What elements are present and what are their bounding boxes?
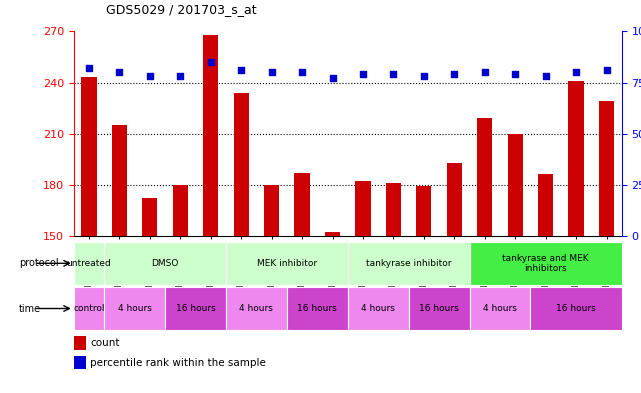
- Bar: [538, 174, 553, 236]
- Text: 4 hours: 4 hours: [240, 304, 273, 313]
- Bar: [599, 101, 614, 236]
- Bar: [112, 125, 127, 236]
- Bar: [530, 287, 622, 330]
- Bar: [81, 77, 97, 236]
- Bar: [409, 287, 469, 330]
- Text: 4 hours: 4 hours: [362, 304, 395, 313]
- Text: 16 hours: 16 hours: [176, 304, 215, 313]
- Point: [540, 73, 551, 79]
- Point: [297, 69, 307, 75]
- Bar: [74, 356, 86, 369]
- Bar: [469, 242, 622, 285]
- Point: [601, 67, 612, 73]
- Text: GDS5029 / 201703_s_at: GDS5029 / 201703_s_at: [106, 3, 256, 16]
- Point: [114, 69, 124, 75]
- Point: [358, 71, 368, 77]
- Text: percentile rank within the sample: percentile rank within the sample: [90, 358, 266, 368]
- Point: [419, 73, 429, 79]
- Bar: [165, 287, 226, 330]
- Text: 4 hours: 4 hours: [483, 304, 517, 313]
- Bar: [347, 242, 469, 285]
- Bar: [416, 186, 431, 236]
- Point: [267, 69, 277, 75]
- Bar: [233, 93, 249, 236]
- Bar: [226, 287, 287, 330]
- Text: 16 hours: 16 hours: [556, 304, 596, 313]
- Bar: [74, 287, 104, 330]
- Text: DMSO: DMSO: [151, 259, 179, 268]
- Point: [388, 71, 399, 77]
- Point: [479, 69, 490, 75]
- Text: count: count: [90, 338, 120, 348]
- Text: untreated: untreated: [67, 259, 112, 268]
- Bar: [386, 183, 401, 236]
- Bar: [142, 198, 158, 236]
- Point: [84, 65, 94, 72]
- Point: [449, 71, 460, 77]
- Point: [206, 59, 216, 65]
- Bar: [264, 185, 279, 236]
- Bar: [294, 173, 310, 236]
- Text: tankyrase and MEK
inhibitors: tankyrase and MEK inhibitors: [503, 253, 589, 273]
- Point: [145, 73, 155, 79]
- Bar: [74, 336, 86, 350]
- Point: [328, 75, 338, 82]
- Point: [175, 73, 185, 79]
- Point: [510, 71, 520, 77]
- Bar: [355, 181, 370, 236]
- Bar: [508, 134, 523, 236]
- Bar: [172, 185, 188, 236]
- Text: control: control: [73, 304, 104, 313]
- Text: 16 hours: 16 hours: [297, 304, 337, 313]
- Bar: [477, 118, 492, 236]
- Bar: [104, 287, 165, 330]
- Bar: [447, 163, 462, 236]
- Text: 16 hours: 16 hours: [419, 304, 459, 313]
- Text: time: time: [19, 303, 42, 314]
- Bar: [226, 242, 347, 285]
- Bar: [569, 81, 584, 236]
- Bar: [74, 242, 104, 285]
- Bar: [287, 287, 347, 330]
- Bar: [325, 232, 340, 236]
- Bar: [104, 242, 226, 285]
- Text: MEK inhibitor: MEK inhibitor: [257, 259, 317, 268]
- Point: [236, 67, 246, 73]
- Text: protocol: protocol: [19, 258, 59, 268]
- Bar: [469, 287, 530, 330]
- Text: 4 hours: 4 hours: [118, 304, 151, 313]
- Bar: [203, 35, 219, 236]
- Bar: [347, 287, 409, 330]
- Point: [571, 69, 581, 75]
- Text: tankyrase inhibitor: tankyrase inhibitor: [366, 259, 451, 268]
